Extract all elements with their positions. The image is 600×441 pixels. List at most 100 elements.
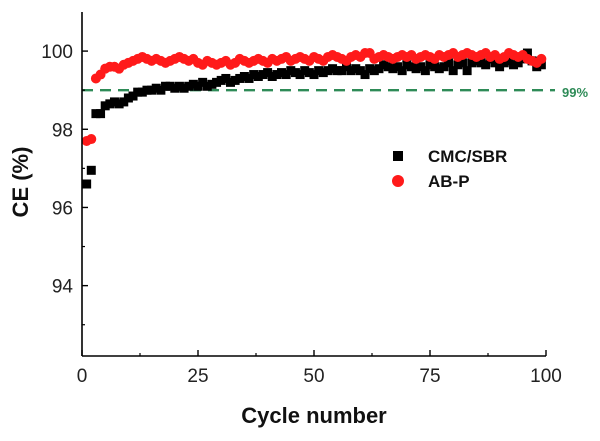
- data-point-square: [439, 62, 449, 72]
- series-ab-p: [81, 48, 547, 146]
- data-point-square: [332, 66, 342, 76]
- data-point-square: [133, 87, 143, 97]
- data-point-square: [393, 62, 403, 72]
- data-point-square: [100, 101, 110, 111]
- data-point-square: [341, 62, 351, 72]
- legend-marker-square: [393, 151, 403, 161]
- data-point-square: [522, 48, 532, 58]
- data-point-square: [383, 62, 393, 72]
- data-point-square: [156, 85, 166, 95]
- data-point-square: [147, 85, 157, 95]
- data-point-square: [365, 64, 375, 74]
- data-point-square: [453, 60, 463, 70]
- data-point-square: [105, 99, 115, 109]
- data-point-square: [281, 70, 291, 80]
- y-tick-label: 94: [52, 277, 74, 298]
- data-point-square: [230, 75, 240, 85]
- data-point-square: [360, 70, 370, 80]
- y-tick-label: 96: [52, 198, 73, 219]
- data-point-square: [318, 68, 328, 78]
- x-tick-label: 25: [187, 366, 208, 387]
- data-point-square: [402, 60, 412, 70]
- data-point-square: [272, 70, 282, 80]
- data-point-square: [235, 73, 245, 83]
- data-point-square: [109, 97, 119, 107]
- data-point-square: [165, 81, 175, 91]
- data-point-square: [86, 165, 96, 175]
- data-point-square: [444, 58, 454, 68]
- data-point-square: [174, 81, 184, 91]
- data-point-square: [239, 72, 249, 81]
- x-tick-label: 50: [303, 366, 324, 387]
- data-point-square: [374, 64, 384, 74]
- data-point-square: [314, 66, 324, 76]
- x-tick-label: 100: [530, 366, 562, 387]
- data-point-square: [277, 68, 287, 78]
- data-point-square: [425, 60, 435, 70]
- data-point-square: [96, 109, 106, 119]
- data-point-square: [225, 77, 235, 87]
- data-point-square: [309, 70, 319, 80]
- data-point-square: [457, 58, 467, 68]
- x-axis-title: Cycle number: [241, 403, 387, 428]
- data-point-square: [495, 62, 505, 72]
- data-point-square: [290, 68, 300, 78]
- data-point-square: [123, 93, 133, 103]
- data-point-square: [490, 58, 500, 68]
- data-point-square: [462, 66, 472, 76]
- data-point-square: [379, 60, 389, 70]
- series-cmc-sbr: [82, 48, 546, 189]
- ticks-layer: 0 25 50 75 100 94 96 98 100: [41, 42, 562, 387]
- data-point-square: [430, 62, 440, 72]
- data-point-square: [509, 60, 519, 70]
- data-point-square: [258, 70, 268, 80]
- data-point-square: [249, 70, 259, 80]
- data-point-square: [198, 77, 208, 87]
- data-point-square: [323, 66, 333, 76]
- data-point-square: [397, 66, 407, 76]
- data-point-square: [91, 109, 101, 119]
- data-point-square: [300, 66, 310, 76]
- data-point-square: [448, 66, 458, 76]
- data-point-square: [536, 60, 546, 70]
- data-point-square: [137, 87, 147, 97]
- data-point-square: [179, 83, 189, 93]
- points-layer: [81, 48, 547, 189]
- data-point-square: [263, 68, 273, 78]
- x-tick-label: 0: [77, 366, 88, 387]
- y-axis-title: CE (%): [8, 147, 33, 218]
- data-point-square: [513, 58, 523, 68]
- data-point-square: [207, 79, 217, 89]
- data-point-square: [128, 91, 138, 101]
- legend-layer: CMC/SBR AB-P: [392, 147, 507, 191]
- data-point-square: [170, 83, 180, 93]
- legend-label: AB-P: [428, 172, 470, 191]
- data-point-square: [286, 66, 296, 76]
- data-point-square: [142, 85, 152, 95]
- data-point-square: [188, 79, 198, 89]
- data-point-square: [499, 58, 509, 68]
- data-point-square: [481, 60, 491, 70]
- data-point-square: [216, 75, 226, 85]
- legend-label: CMC/SBR: [428, 147, 507, 166]
- data-point-square: [151, 83, 161, 93]
- data-point-square: [244, 73, 254, 83]
- data-point-square: [253, 72, 263, 81]
- data-point-square: [221, 73, 231, 83]
- data-point-square: [304, 68, 314, 78]
- data-point-circle: [86, 134, 97, 145]
- data-point-square: [193, 81, 203, 91]
- data-point-square: [406, 62, 416, 72]
- data-point-square: [504, 56, 514, 66]
- data-point-square: [267, 72, 277, 81]
- data-point-square: [467, 58, 477, 68]
- reference-line-label: 99%: [562, 85, 588, 100]
- data-point-square: [434, 64, 444, 74]
- data-point-square: [369, 66, 379, 76]
- data-point-square: [411, 64, 421, 74]
- data-point-square: [351, 64, 361, 74]
- data-point-square: [416, 62, 426, 72]
- y-tick-label: 98: [52, 120, 73, 141]
